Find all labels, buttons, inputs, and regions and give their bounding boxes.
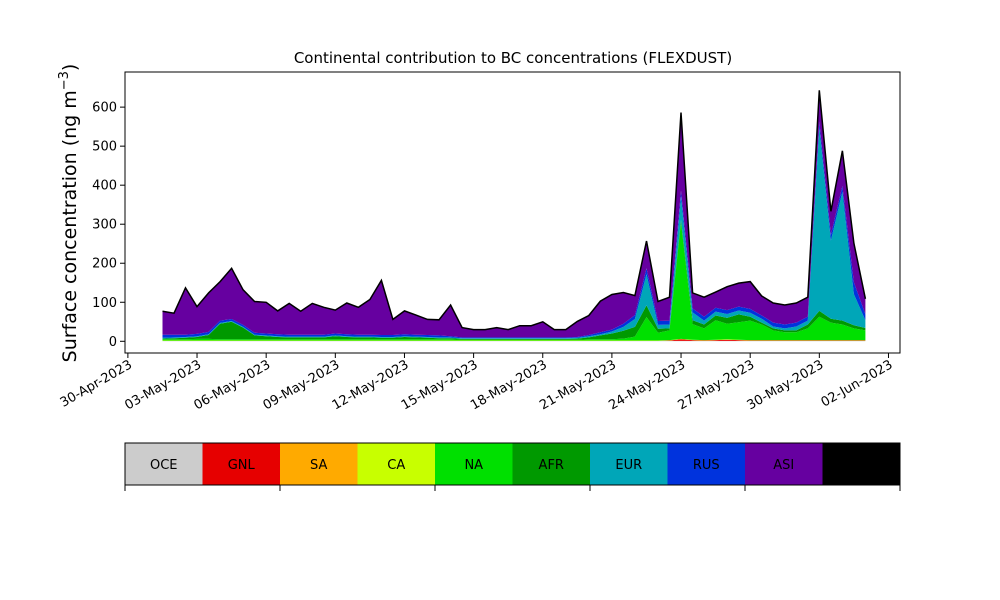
- area-asi: [162, 90, 866, 338]
- plot-frame: [124, 71, 901, 354]
- legend-swatch-afr: [512, 443, 591, 485]
- x-tick-label: 15-May-2023: [399, 357, 481, 413]
- x-tick-label: 06-May-2023: [191, 357, 273, 413]
- legend-swatch-na: [435, 443, 513, 485]
- x-tick-label: 30-May-2023: [745, 357, 827, 413]
- area-gnl: [162, 339, 866, 341]
- legend-colorbar: OCE GNL SA CA NA AFR EUR RUS ASI AUS: [124, 442, 901, 491]
- legend-label-eur: EUR: [615, 458, 642, 473]
- legend-swatch-ca: [357, 443, 436, 485]
- legend-label-oce: OCE: [150, 458, 178, 473]
- legend-swatch-sa: [280, 443, 358, 485]
- y-axis-label: Surface concentration (ng m−3): [57, 64, 81, 363]
- x-tick-label: 27-May-2023: [676, 357, 758, 413]
- area-na: [162, 221, 866, 341]
- y-tick-label: 0: [109, 335, 117, 350]
- x-tick-label: 12-May-2023: [330, 357, 412, 413]
- legend-label-rus: RUS: [693, 458, 720, 473]
- legend-frame: [124, 442, 901, 486]
- y-tick-label: 100: [92, 296, 117, 311]
- y-axis-label-close: ): [59, 64, 81, 71]
- y-axis: 0 100 200 300 400 500 600: [92, 101, 125, 350]
- x-tick-label: 09-May-2023: [261, 357, 343, 413]
- legend-swatch-rus: [667, 443, 746, 485]
- legend-swatch-eur: [590, 443, 668, 485]
- stacked-areas: [162, 90, 866, 342]
- legend-label-afr: AFR: [539, 458, 564, 473]
- legend-swatch-gnl: [202, 443, 281, 485]
- y-tick-label: 600: [92, 101, 117, 116]
- x-tick-label: 02-Jun-2023: [819, 357, 896, 410]
- legend-label-aus: AUS: [848, 458, 875, 473]
- y-axis-label-superscript: −3: [57, 71, 72, 90]
- legend-label-asi: ASI: [773, 458, 794, 473]
- y-tick-label: 500: [92, 140, 117, 155]
- x-axis: 30-Apr-202303-May-202306-May-202309-May-…: [58, 353, 896, 413]
- legend-swatch-oce: [125, 443, 203, 485]
- y-tick-label: 200: [92, 257, 117, 272]
- legend-swatch-asi: [745, 443, 823, 485]
- x-tick-label: 21-May-2023: [537, 357, 619, 413]
- y-tick-label: 400: [92, 179, 117, 194]
- legend-label-sa: SA: [310, 458, 327, 473]
- x-tick-label: 18-May-2023: [468, 357, 550, 413]
- legend-label-ca: CA: [387, 458, 405, 473]
- x-tick-label: 24-May-2023: [606, 357, 688, 413]
- chart-title: Continental contribution to BC concentra…: [294, 49, 732, 67]
- total-line: [162, 90, 867, 331]
- legend-label-na: NA: [464, 458, 483, 473]
- x-tick-label: 03-May-2023: [122, 357, 204, 413]
- area-afr: [162, 219, 866, 340]
- legend-label-gnl: GNL: [228, 458, 256, 473]
- area-eur: [162, 127, 866, 339]
- y-axis-label-text: Surface concentration (ng m: [59, 90, 81, 362]
- y-tick-label: 300: [92, 218, 117, 233]
- legend-swatch-aus: [822, 443, 901, 485]
